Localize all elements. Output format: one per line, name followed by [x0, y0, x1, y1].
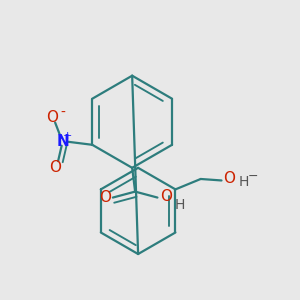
Text: O: O — [99, 190, 111, 205]
Text: O: O — [49, 160, 61, 175]
Text: H: H — [175, 198, 185, 212]
Text: -: - — [60, 106, 65, 120]
Text: +: + — [63, 131, 73, 142]
Text: N: N — [56, 134, 69, 149]
Text: O: O — [46, 110, 58, 125]
Text: −: − — [248, 170, 258, 183]
Text: O: O — [223, 172, 235, 187]
Text: H: H — [238, 175, 249, 189]
Text: O: O — [160, 189, 172, 204]
